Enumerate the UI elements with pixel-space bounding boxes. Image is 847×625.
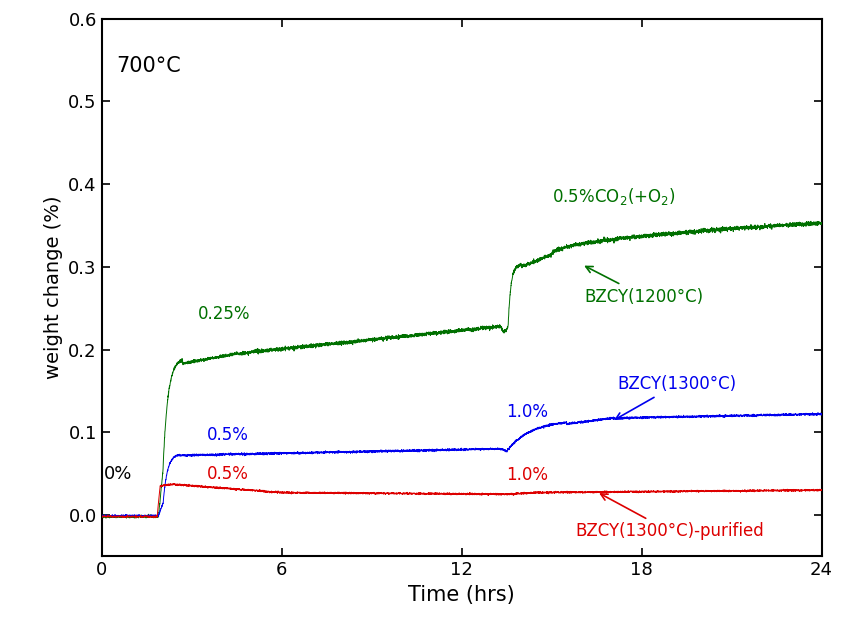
- Text: 0%: 0%: [104, 466, 132, 483]
- Text: 1.0%: 1.0%: [507, 403, 549, 421]
- Text: 0.5%CO$_2$(+O$_2$): 0.5%CO$_2$(+O$_2$): [551, 186, 675, 208]
- Text: BZCY(1300°C)-purified: BZCY(1300°C)-purified: [576, 494, 764, 541]
- Text: 700°C: 700°C: [117, 56, 181, 76]
- Text: 0.5%: 0.5%: [207, 464, 248, 482]
- Text: 0.25%: 0.25%: [197, 305, 250, 323]
- Text: 0.5%: 0.5%: [207, 426, 248, 444]
- Text: 1.0%: 1.0%: [507, 466, 549, 484]
- Text: BZCY(1200°C): BZCY(1200°C): [584, 266, 704, 306]
- Y-axis label: weight change (%): weight change (%): [44, 196, 63, 379]
- Text: BZCY(1300°C): BZCY(1300°C): [616, 375, 737, 419]
- X-axis label: Time (hrs): Time (hrs): [408, 584, 515, 604]
